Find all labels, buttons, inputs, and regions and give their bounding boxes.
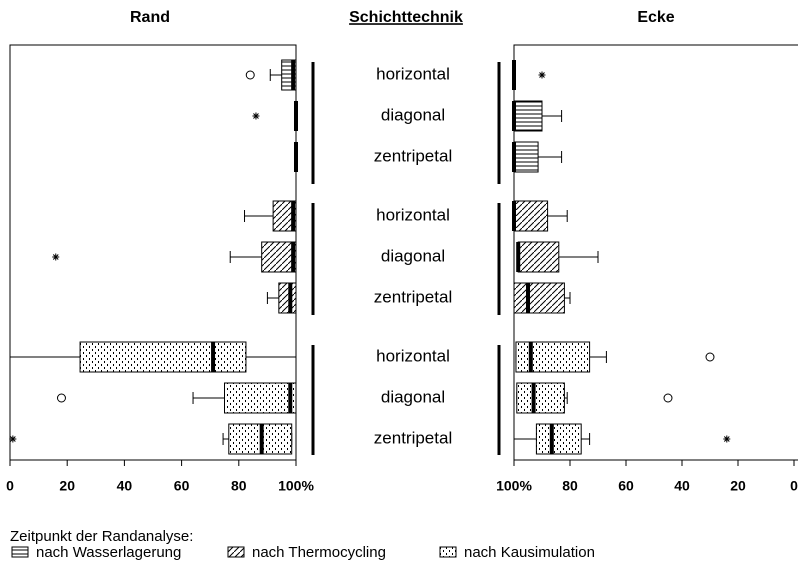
group-separators [311, 62, 501, 455]
x-tick-label: 100% [278, 478, 314, 494]
box [515, 341, 591, 373]
box [272, 200, 297, 232]
outlier [663, 393, 673, 403]
legend-title: Zeitpunkt der Randanalyse: [10, 528, 193, 545]
frame [513, 44, 798, 461]
box [513, 282, 565, 314]
box [513, 100, 543, 132]
legend-swatch [11, 546, 29, 558]
category-label: zentripetal [374, 428, 452, 447]
x-tick-label: 20 [59, 478, 75, 494]
category-label: diagonal [381, 387, 445, 406]
x-tick-label: 60 [618, 478, 634, 494]
box [516, 382, 565, 414]
panel-title: Ecke [637, 9, 674, 26]
box [79, 341, 247, 373]
category-label: zentripetal [374, 287, 452, 306]
legend-label: nach Thermocycling [252, 544, 386, 561]
outlier [538, 71, 546, 79]
category-label: horizontal [376, 64, 450, 83]
chart-title: Schichttechnik [349, 9, 463, 26]
category-label: horizontal [376, 205, 450, 224]
category-label: diagonal [381, 246, 445, 265]
legend-label: nach Wasserlagerung [36, 544, 181, 561]
x-tick-label: 80 [562, 478, 578, 494]
outlier [245, 70, 255, 80]
box [513, 141, 539, 173]
outlier [252, 112, 260, 120]
panel-title: Rand [130, 9, 170, 26]
category-label: zentripetal [374, 146, 452, 165]
legend-swatch [227, 546, 245, 558]
x-tick-label: 60 [174, 478, 190, 494]
outlier [52, 253, 60, 261]
x-tick-label: 80 [231, 478, 247, 494]
outlier [705, 352, 715, 362]
x-tick-label: 0 [6, 478, 14, 494]
box [224, 382, 297, 414]
box [535, 423, 582, 455]
category-label: horizontal [376, 346, 450, 365]
outlier [9, 435, 17, 443]
outlier [56, 393, 66, 403]
box [513, 200, 549, 232]
legend-label: nach Kausimulation [464, 544, 595, 561]
box [517, 241, 560, 273]
box [278, 282, 297, 314]
legend-swatch [439, 546, 457, 558]
x-tick-label: 40 [674, 478, 690, 494]
category-label: diagonal [381, 105, 445, 124]
x-tick-label: 0 [790, 478, 798, 494]
x-tick-label: 20 [730, 478, 746, 494]
outlier [723, 435, 731, 443]
box [261, 241, 297, 273]
x-tick-label: 100% [496, 478, 532, 494]
x-tick-label: 40 [117, 478, 133, 494]
